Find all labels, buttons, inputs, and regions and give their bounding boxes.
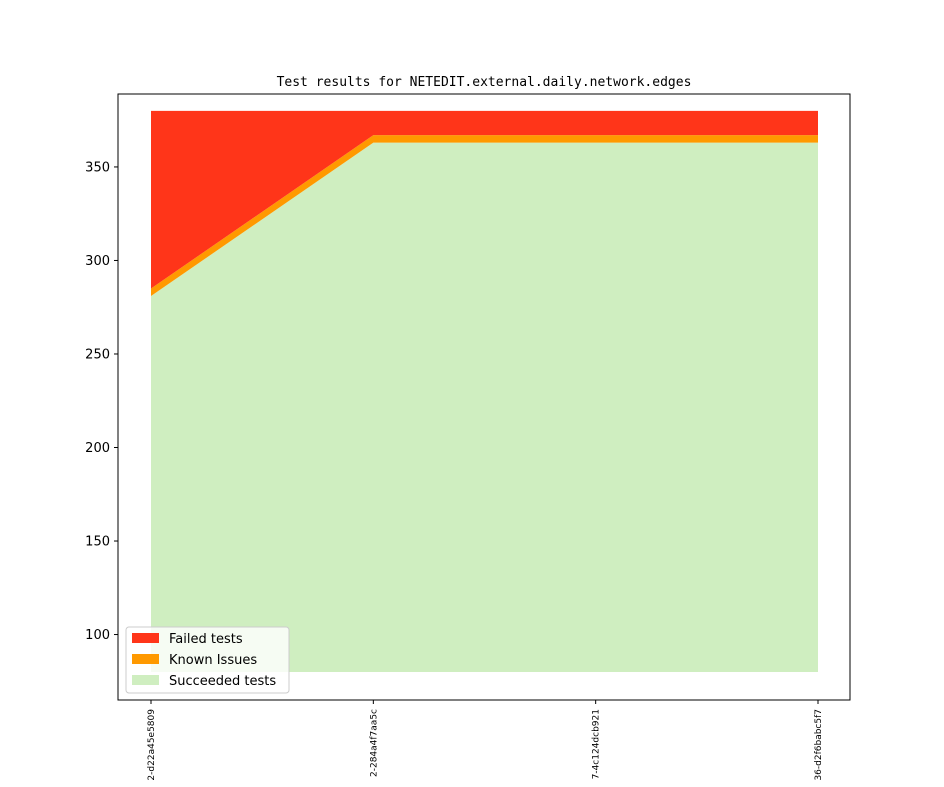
area-known-issues	[151, 135, 818, 296]
legend-label: Succeeded tests	[169, 674, 276, 689]
x-axis: 2-d22a45e5809 2-284a4f7aa5c 7-4c124dcb921 3…	[147, 700, 824, 781]
area-failed-tests	[151, 110, 818, 289]
area-layers	[151, 110, 818, 672]
y-tick-label: 300	[85, 254, 110, 269]
y-tick-label: 100	[85, 628, 110, 643]
legend-box	[125, 626, 290, 694]
x-tick-label: 7-4c124dcb921	[592, 709, 602, 779]
plot-frame	[117, 93, 851, 701]
y-tick-label: 350	[85, 160, 110, 175]
legend-swatch	[132, 675, 159, 685]
legend-swatch	[132, 633, 159, 643]
x-tick-label: 36-d2f6babc5f7	[814, 709, 824, 781]
x-tick-label: 2-d22a45e5809	[147, 709, 157, 781]
y-axis: 100 150 200 250 300 350	[85, 160, 118, 643]
y-tick-label: 150	[85, 535, 110, 550]
y-tick-label: 200	[85, 441, 110, 456]
y-tick-label: 250	[85, 347, 110, 362]
x-tick-label: 2-284a4f7aa5c	[369, 709, 379, 777]
legend-label: Known Issues	[169, 653, 257, 668]
chart-title: Test results for NETEDIT.external.daily.…	[277, 75, 692, 90]
legend: Failed tests Known Issues Succeeded tests	[125, 626, 290, 694]
legend-swatch	[132, 654, 159, 664]
legend-label: Failed tests	[169, 632, 243, 647]
area-succeeded-tests	[151, 142, 818, 672]
